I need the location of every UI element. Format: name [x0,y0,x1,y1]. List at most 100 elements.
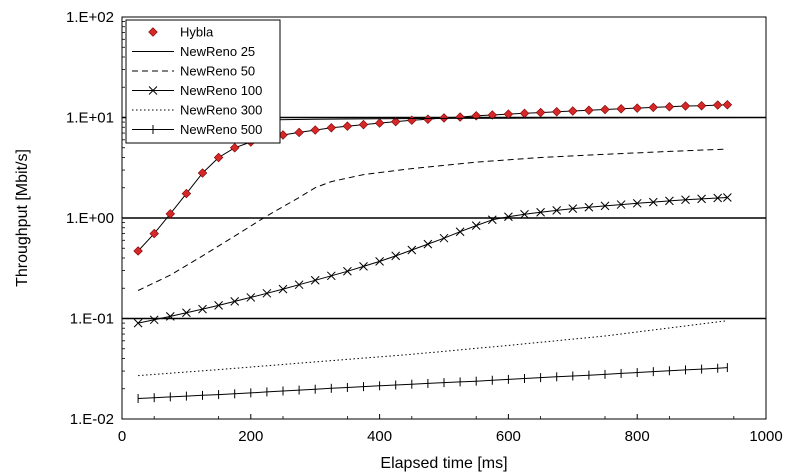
legend-item-newreno-50: NewReno 50 [132,64,255,79]
newreno-100-x-marker [723,193,732,202]
newreno-100-x-marker [504,212,513,222]
x-tick-label: 600 [496,428,521,445]
hybla-diamond-marker [310,125,320,135]
legend-label: NewReno 100 [180,83,262,98]
hybla-diamond-marker [696,100,707,111]
hybla-diamond-marker [133,246,143,256]
series-line-newreno-50 [137,148,728,291]
hybla-diamond-marker [390,116,401,127]
legend-item-newreno-300: NewReno 300 [132,103,262,118]
legend-box [125,19,281,144]
hybla-diamond-marker [712,100,723,110]
series-newreno-100 [133,193,732,328]
hybla-diamond-marker [148,27,158,37]
legend-item-newreno-25: NewReno 25 [132,44,255,59]
newreno-100-x-marker [294,280,304,290]
newreno-100-x-marker [246,293,256,302]
series-newreno-500 [137,363,728,403]
x-marker-stroke [375,257,384,266]
newreno-100-x-marker [133,318,143,328]
hybla-diamond-marker [632,103,642,113]
newreno-100-x-marker [584,202,594,212]
series-line-newreno-300 [138,320,728,377]
x-marker-stroke [343,266,352,276]
series-line-newreno-100 [137,197,728,324]
x-marker-stroke [133,318,143,328]
newreno-100-x-marker [165,312,175,321]
x-tick-label: 400 [367,428,392,445]
x-marker-stroke [552,206,562,215]
newreno-100-x-marker [439,233,449,243]
x-marker-stroke [520,209,529,219]
legend-label: Hybla [180,25,214,40]
legend-label: NewReno 300 [180,103,262,118]
x-marker-stroke [149,315,159,325]
x-marker-stroke [423,239,433,249]
newreno-100-x-marker [487,215,497,225]
legend-item-newreno-100: NewReno 100 [132,83,262,98]
legend-label: NewReno 50 [180,64,255,79]
hybla-diamond-marker [374,118,385,128]
x-marker-stroke [359,262,368,271]
hybla-diamond-marker [568,106,578,116]
x-marker-stroke [536,207,545,217]
hybla-diamond-marker [680,101,691,111]
newreno-100-x-marker [632,198,642,208]
newreno-100-x-marker [568,204,578,213]
newreno-100-x-marker [681,195,690,205]
x-marker-stroke [648,197,658,207]
newreno-100-x-marker [520,209,529,219]
newreno-100-x-marker [600,201,610,211]
x-marker-stroke [584,202,594,212]
newreno-100-x-marker [552,206,562,215]
newreno-100-x-marker [375,257,384,266]
newreno-100-x-marker [214,301,223,310]
newreno-100-x-marker [262,288,272,298]
x-marker-stroke [407,245,417,255]
newreno-100-x-marker [665,196,674,206]
x-marker-stroke [294,280,304,290]
x-marker-stroke [504,212,513,222]
newreno-100-x-marker [326,271,336,281]
series-line-newreno-500 [138,367,728,399]
hybla-diamond-marker [600,104,610,115]
newreno-100-x-marker [343,266,352,276]
x-marker-stroke [246,293,256,302]
x-marker-stroke [182,308,191,318]
series-hybla [133,100,733,256]
x-marker-stroke [568,204,578,213]
y-tick-label: 1.E+01 [66,110,114,127]
x-marker-stroke [616,200,626,209]
hybla-diamond-marker [648,102,659,113]
hybla-diamond-marker [358,119,369,130]
hybla-diamond-marker [722,100,733,110]
x-marker-stroke [148,86,158,95]
x-marker-stroke [165,312,175,321]
newreno-100-x-marker [648,197,658,207]
series-layer [133,100,767,403]
x-axis-title: Elapsed time [ms] [380,455,507,472]
x-marker-stroke [632,198,642,208]
x-marker-stroke [230,297,240,306]
x-marker-stroke [681,195,690,205]
hybla-diamond-marker [165,209,176,219]
legend-item-hybla: Hybla [148,25,214,40]
newreno-100-x-marker [310,275,320,285]
series-newreno-50 [137,148,728,291]
newreno-100-x-marker [616,200,626,209]
legend-label: NewReno 25 [180,44,255,59]
hybla-diamond-marker [181,188,192,199]
x-marker-stroke [198,304,207,314]
series-newreno-300 [138,320,728,377]
x-tick-label: 200 [238,428,263,445]
newreno-100-x-marker [407,245,417,255]
x-marker-stroke [665,196,674,206]
x-marker-stroke [600,201,610,211]
x-tick-label: 800 [625,428,650,445]
y-tick-label: 1.E+02 [66,9,114,26]
legend-item-newreno-500: NewReno 500 [132,122,262,137]
hybla-diamond-marker [664,102,675,112]
x-tick-label: 0 [118,428,126,445]
newreno-100-x-marker [230,297,240,306]
